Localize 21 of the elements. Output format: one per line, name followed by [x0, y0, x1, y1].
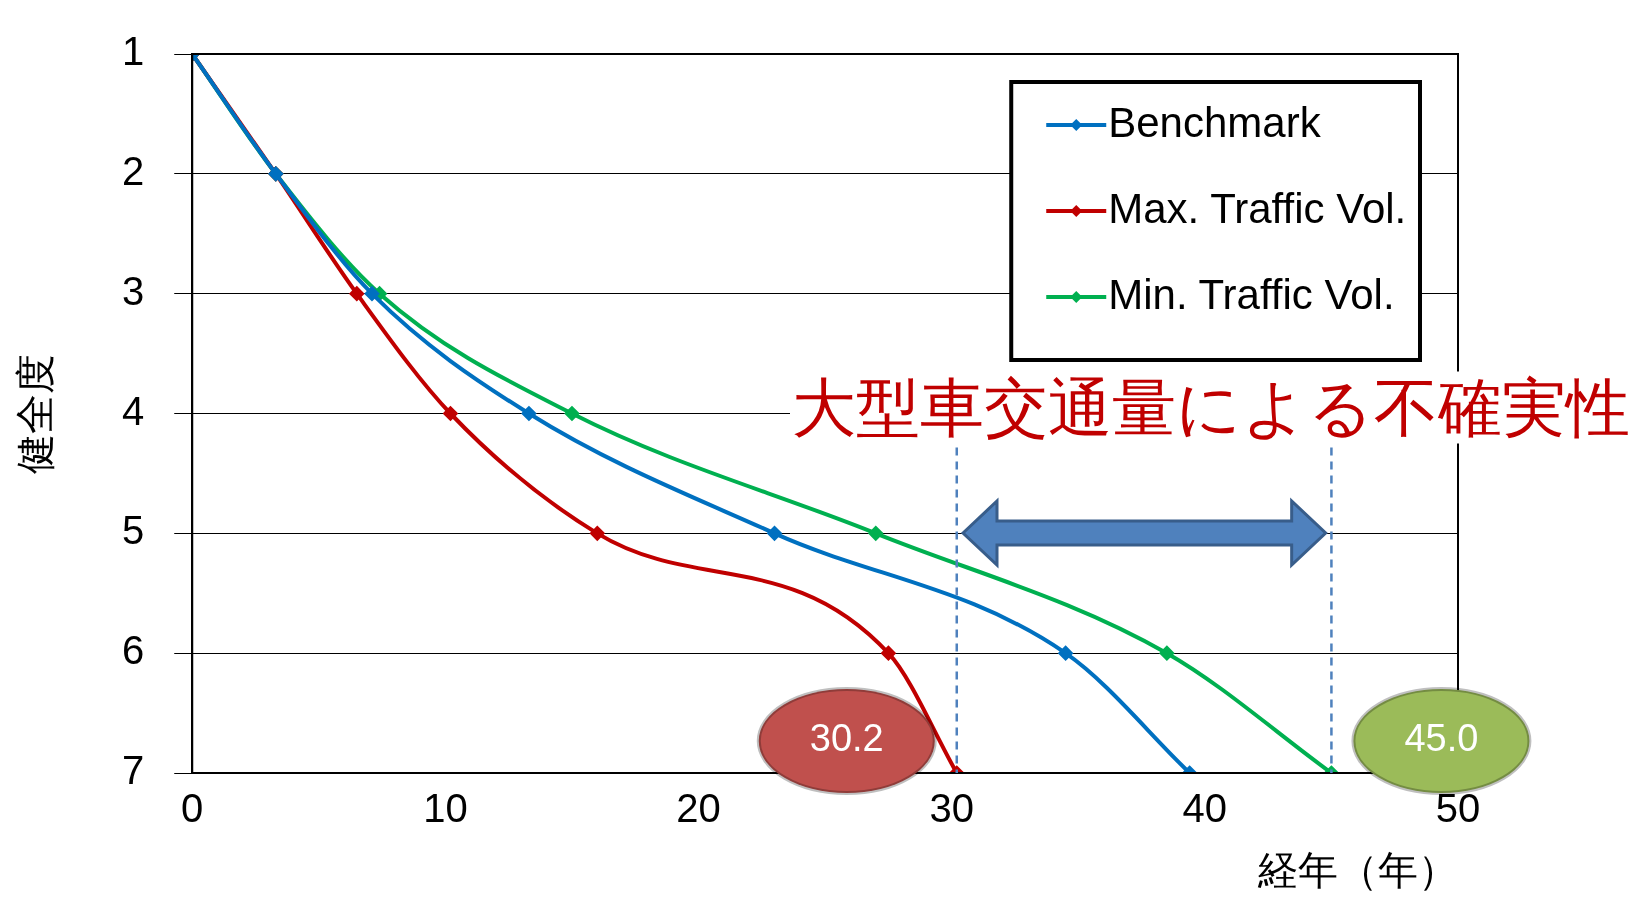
x-tick-label: 20: [676, 786, 721, 831]
legend-label: Max. Traffic Vol.: [1108, 184, 1407, 232]
y-tick-label: 1: [122, 29, 145, 74]
legend-label: Benchmark: [1108, 98, 1322, 146]
x-tick-label: 10: [423, 786, 468, 831]
y-tick-label: 6: [122, 628, 145, 673]
y-tick-label: 5: [122, 508, 145, 553]
x-tick-label: 0: [181, 786, 204, 831]
y-tick-label: 2: [122, 148, 145, 193]
annotation: 大型車交通量による不確実性: [792, 371, 1630, 444]
annotation: 30.2: [809, 717, 884, 760]
y-axis-title: 健全度: [13, 353, 58, 474]
x-tick-label: 30: [929, 786, 974, 831]
y-tick-label: 3: [122, 268, 145, 313]
annotation: 45.0: [1404, 717, 1479, 760]
y-tick-label: 4: [122, 388, 145, 433]
y-tick-label: 7: [122, 748, 145, 793]
x-axis-title: 経年（年）: [1257, 848, 1458, 893]
legend-label: Min. Traffic Vol.: [1108, 270, 1395, 318]
x-tick-label: 40: [1182, 786, 1228, 831]
x-tick-label: 50: [1435, 786, 1481, 831]
